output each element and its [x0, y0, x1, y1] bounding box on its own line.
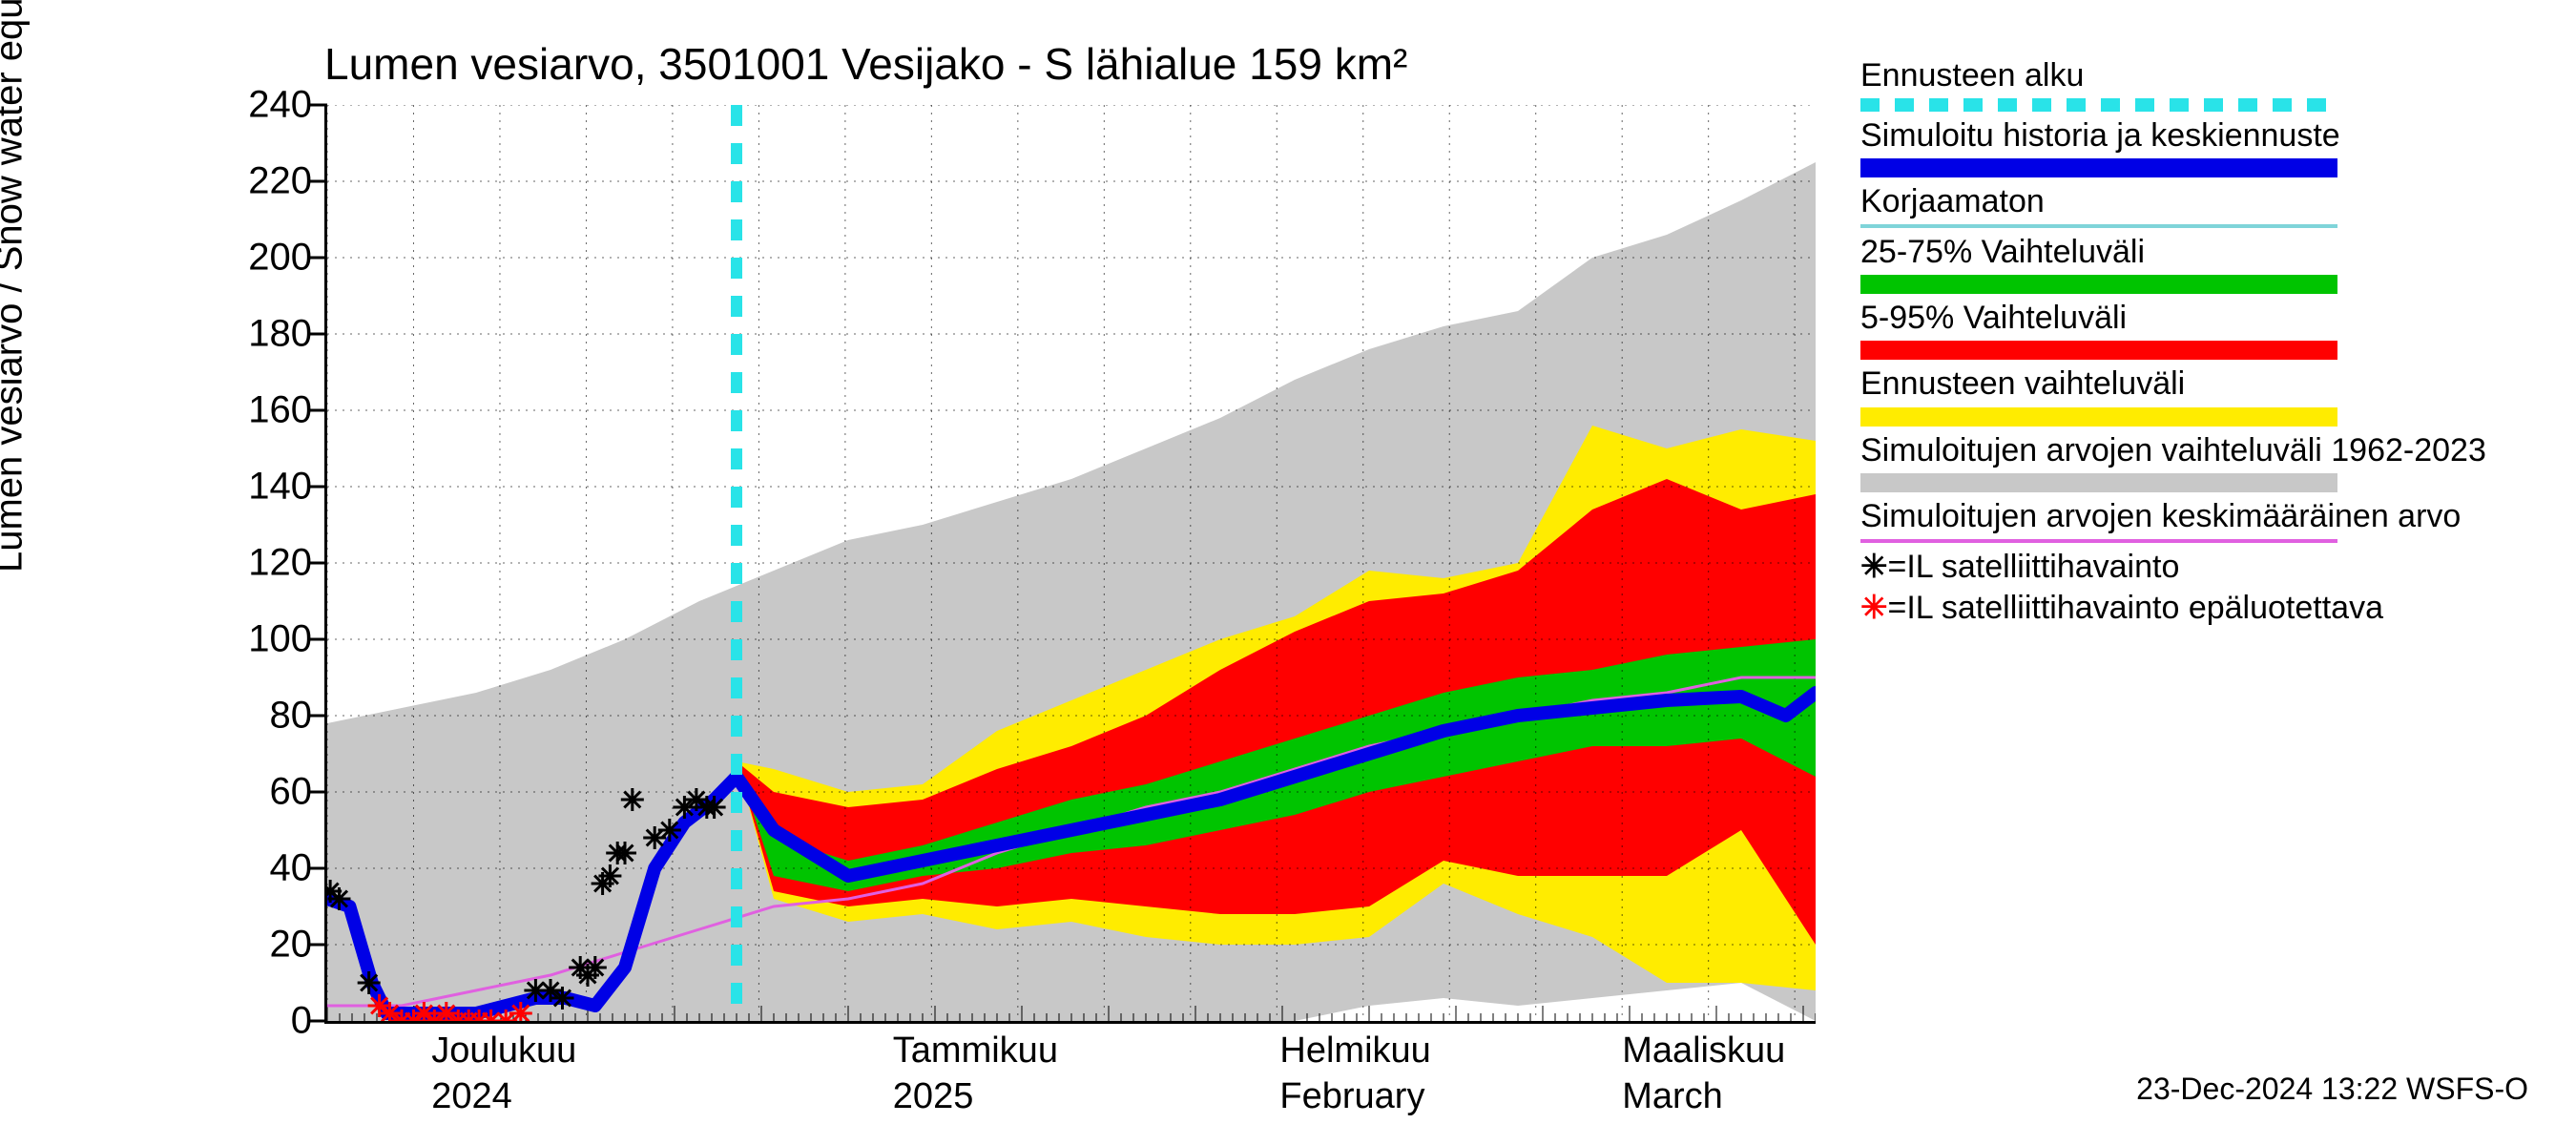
y-tick	[310, 867, 327, 870]
y-tick-label: 60	[270, 771, 313, 814]
y-tick-label: 40	[270, 847, 313, 890]
legend-entry: ✳=IL satelliittihavainto	[1860, 549, 2528, 586]
y-tick	[310, 180, 327, 183]
x-month-label: Helmikuu	[1279, 1030, 1430, 1072]
y-tick	[310, 562, 327, 565]
legend-entry: Simuloitujen arvojen keskimääräinen arvo	[1860, 498, 2528, 535]
y-tick	[310, 944, 327, 947]
y-tick-label: 80	[270, 695, 313, 738]
x-month-label: Maaliskuu	[1622, 1030, 1785, 1072]
y-axis-label: Lumen vesiarvo / Snow water equiv. mm	[0, 0, 31, 572]
y-tick-label: 220	[248, 160, 312, 203]
y-tick-label: 200	[248, 237, 312, 280]
x-year-label: 2024	[431, 1076, 512, 1117]
y-tick-label: 20	[270, 924, 313, 967]
y-tick	[310, 715, 327, 718]
legend-entry: 5-95% Vaihteluväli	[1860, 300, 2528, 337]
x-year-label: 2025	[893, 1076, 974, 1117]
legend-swatch	[1860, 158, 2337, 177]
y-tick	[310, 1020, 327, 1023]
legend-swatch	[1860, 473, 2337, 492]
y-tick	[310, 791, 327, 794]
timestamp: 23-Dec-2024 13:22 WSFS-O	[2136, 1072, 2528, 1107]
legend-swatch	[1860, 275, 2337, 294]
legend-entry: Korjaamaton	[1860, 183, 2528, 220]
y-tick-label: 160	[248, 389, 312, 432]
legend-entry: Ennusteen alku	[1860, 57, 2528, 94]
legend-swatch	[1860, 539, 2337, 543]
chart-container: Lumen vesiarvo, 3501001 Vesijako - S läh…	[0, 0, 2576, 1145]
y-tick-label: 100	[248, 618, 312, 661]
y-tick	[310, 257, 327, 260]
legend-swatch	[1860, 407, 2337, 427]
y-tick	[310, 104, 327, 107]
x-year-label: February	[1279, 1076, 1424, 1117]
chart-title: Lumen vesiarvo, 3501001 Vesijako - S läh…	[324, 38, 1407, 90]
legend-swatch	[1860, 341, 2337, 360]
y-tick	[310, 333, 327, 336]
plot-area: 020406080100120140160180200220240Jouluku…	[324, 105, 1816, 1024]
x-year-label: March	[1622, 1076, 1723, 1117]
legend-swatch	[1860, 224, 2337, 228]
legend-entry: Simuloitu historia ja keskiennuste	[1860, 117, 2528, 155]
y-tick	[310, 409, 327, 412]
y-tick-label: 120	[248, 542, 312, 585]
legend-entry: 25-75% Vaihteluväli	[1860, 234, 2528, 271]
y-tick	[310, 486, 327, 489]
x-month-label: Joulukuu	[431, 1030, 576, 1072]
y-tick-label: 0	[291, 1000, 312, 1043]
y-tick-label: 140	[248, 466, 312, 509]
y-tick	[310, 638, 327, 641]
legend-swatch	[1860, 98, 2337, 112]
y-tick-label: 240	[248, 84, 312, 127]
legend: Ennusteen alku Simuloitu historia ja kesk…	[1860, 57, 2528, 631]
legend-entry: Ennusteen vaihteluväli	[1860, 365, 2528, 403]
y-tick-label: 180	[248, 313, 312, 356]
legend-entry: ✳=IL satelliittihavainto epäluotettava	[1860, 590, 2528, 627]
legend-entry: Simuloitujen arvojen vaihteluväli 1962-2…	[1860, 432, 2528, 469]
x-month-label: Tammikuu	[893, 1030, 1058, 1072]
plot-svg	[327, 105, 1816, 1021]
